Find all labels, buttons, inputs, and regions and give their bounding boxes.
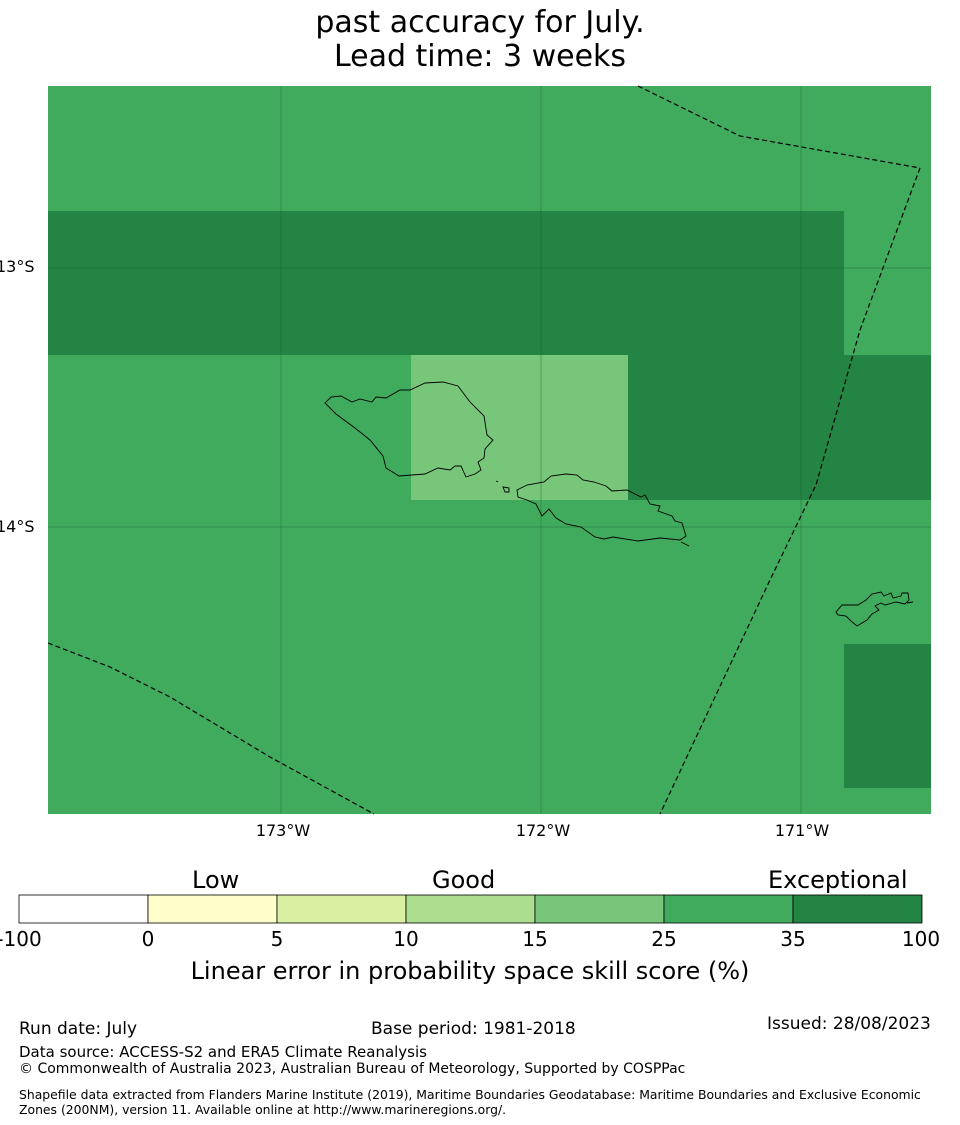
lon-label-171w: 171°W <box>774 821 830 840</box>
issued-date: Issued: 28/08/2023 <box>767 1014 931 1034</box>
copyright: © Commonwealth of Australia 2023, Austra… <box>19 1061 686 1077</box>
colorbar-tick: 25 <box>651 927 677 951</box>
colorbar-segment-15-25 <box>534 894 665 924</box>
colorbar-tick: 0 <box>141 927 155 951</box>
skill-cell-dark-north <box>48 211 844 355</box>
map-title-line2: Lead time: 3 weeks <box>333 39 627 74</box>
skill-cell-dark-southeast <box>844 644 931 788</box>
map-title-line1: past accuracy for July. <box>315 5 645 40</box>
colorbar-segment-neg100-0 <box>18 894 149 924</box>
colorbar-segment-5-10 <box>276 894 407 924</box>
colorbar-category-exceptional: Exceptional <box>768 866 908 894</box>
colorbar-tick: 35 <box>780 927 806 951</box>
savaii-coastline <box>324 381 494 478</box>
coastlines <box>324 381 914 627</box>
colorbar <box>18 894 923 924</box>
lat-label-13s: 13°S <box>0 257 35 276</box>
gridlines <box>48 86 931 814</box>
manono-coastline <box>502 486 510 493</box>
colorbar-segment-25-35 <box>663 894 794 924</box>
colorbar-tick: 15 <box>522 927 548 951</box>
data-source: Data source: ACCESS-S2 and ERA5 Climate … <box>19 1043 427 1061</box>
upolu-coastline <box>516 473 687 542</box>
base-period: Base period: 1981-2018 <box>371 1019 576 1039</box>
lon-label-173w: 173°W <box>255 821 311 840</box>
skill-cell-light-samoa <box>411 355 628 500</box>
upolu-east-tip <box>680 541 690 547</box>
lon-label-172w: 172°W <box>515 821 571 840</box>
colorbar-title: Linear error in probability space skill … <box>190 957 750 985</box>
colorbar-tick: 5 <box>270 927 284 951</box>
colorbar-tick: 100 <box>901 927 941 951</box>
colorbar-segment-35-100 <box>792 894 923 924</box>
boundary-north <box>637 85 921 169</box>
lat-label-14s: 14°S <box>0 517 35 536</box>
boundary-east <box>659 167 921 815</box>
aunuu-coastline <box>906 601 914 604</box>
shapefile-note: Shapefile data extracted from Flanders M… <box>19 1087 921 1117</box>
colorbar-category-good: Good <box>432 866 496 894</box>
colorbar-segment-10-15 <box>405 894 536 924</box>
colorbar-tick: -100 <box>0 927 42 951</box>
run-date: Run date: July <box>19 1019 138 1039</box>
skill-cell-dark-east <box>628 355 931 500</box>
apolima-coastline <box>495 480 499 483</box>
colorbar-category-low: Low <box>192 866 240 894</box>
maritime-boundary-dashed <box>47 85 921 815</box>
colorbar-tick: 10 <box>393 927 419 951</box>
boundary-southwest <box>47 642 375 815</box>
colorbar-segment-0-5 <box>147 894 278 924</box>
tutuila-coastline <box>835 591 910 627</box>
